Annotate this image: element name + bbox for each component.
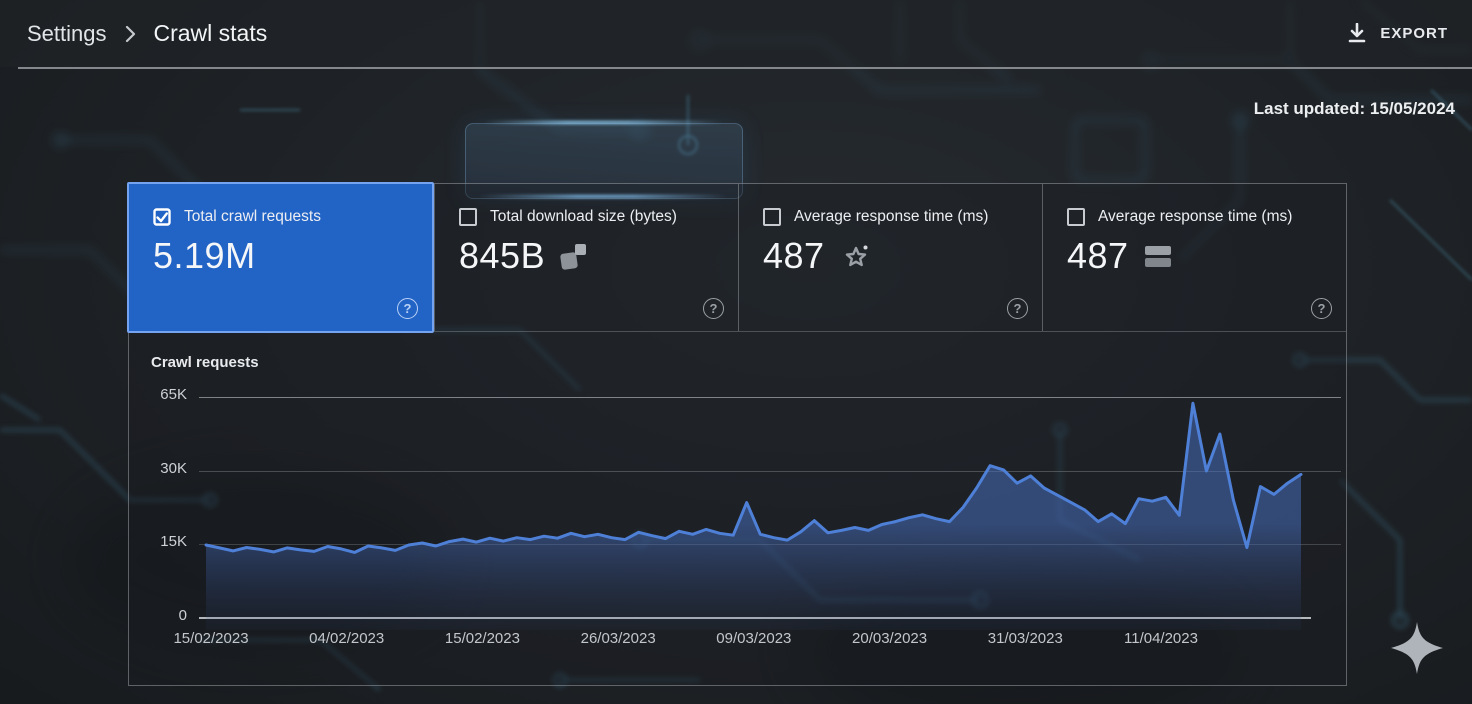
gridline-30k xyxy=(199,471,1341,472)
export-button[interactable]: EXPORT xyxy=(1347,22,1448,45)
chart-area-fill xyxy=(206,403,1301,630)
card-label: Total download size (bytes) xyxy=(490,208,677,225)
x-tick-label: 15/02/2023 xyxy=(173,630,249,647)
card-value: 487 xyxy=(763,235,825,276)
card-average-response-time-1[interactable]: Average response time (ms) 487 ? xyxy=(738,184,1042,331)
card-label: Average response time (ms) xyxy=(794,208,989,225)
crawl-stats-panel: Total crawl requests 5.19M ? Total downl… xyxy=(127,182,1347,686)
x-tick-label: 11/04/2023 xyxy=(1124,630,1198,647)
x-tick-label: 15/02/2023 xyxy=(444,630,520,647)
page-title: Crawl stats xyxy=(153,20,268,46)
crawl-requests-line-chart xyxy=(204,401,1303,630)
card-average-response-time-2[interactable]: Average response time (ms) 487 ? xyxy=(1042,184,1346,331)
x-tick-label: 31/03/2023 xyxy=(987,630,1063,647)
card-total-crawl-requests[interactable]: Total crawl requests 5.19M ? xyxy=(127,182,434,333)
card-label: Average response time (ms) xyxy=(1098,208,1293,225)
help-icon[interactable]: ? xyxy=(397,298,418,319)
overlapping-squares-icon xyxy=(560,243,587,271)
four-point-sparkle-icon xyxy=(1391,622,1443,674)
glow-streak-top xyxy=(483,121,723,124)
x-tick-label: 20/03/2023 xyxy=(852,630,928,647)
y-tick-label: 30K xyxy=(160,460,187,477)
y-tick-label: 0 xyxy=(178,607,187,624)
checkbox-unchecked-icon[interactable] xyxy=(763,208,781,226)
card-total-download-size[interactable]: Total download size (bytes) 845B ? xyxy=(434,184,738,331)
help-icon[interactable]: ? xyxy=(1007,298,1028,319)
breadcrumb-settings-link[interactable]: Settings xyxy=(27,20,107,46)
card-value: 487 xyxy=(1067,235,1129,276)
download-arrow-icon xyxy=(1349,22,1366,42)
top-bar: Settings Crawl stats EXPORT xyxy=(0,0,1472,67)
checkbox-checked-icon[interactable] xyxy=(153,208,171,226)
glow-streak-bottom xyxy=(478,195,728,198)
card-value: 845B xyxy=(459,235,546,276)
y-tick-label: 65K xyxy=(160,386,187,403)
chevron-right-icon xyxy=(125,25,135,42)
checkbox-unchecked-icon[interactable] xyxy=(1067,208,1085,226)
crawl-requests-chart: Crawl requests 65K 30K 15K 0 15/02/2023 04/0… xyxy=(129,184,1346,685)
last-updated-text: Last updated: 15/05/2024 xyxy=(1253,99,1455,118)
chart-title: Crawl requests xyxy=(151,354,259,371)
x-tick-label: 04/02/2023 xyxy=(309,630,385,647)
checkbox-unchecked-icon[interactable] xyxy=(459,208,477,226)
chart-line xyxy=(204,401,1303,554)
header-divider xyxy=(18,67,1472,69)
breadcrumb: Settings Crawl stats xyxy=(27,20,267,47)
card-value: 5.19M xyxy=(153,235,256,276)
x-tick-label: 26/03/2023 xyxy=(580,630,656,647)
y-tick-label: 15K xyxy=(160,533,187,550)
help-icon[interactable]: ? xyxy=(703,298,724,319)
metric-cards-row: Total crawl requests 5.19M ? Total downl… xyxy=(127,182,1346,333)
star-sparkle-icon xyxy=(845,245,868,267)
storage-stack-icon xyxy=(1144,245,1171,267)
gridline-65k xyxy=(199,397,1341,398)
x-tick-label: 09/03/2023 xyxy=(716,630,792,647)
export-label: EXPORT xyxy=(1380,25,1448,42)
card-label: Total crawl requests xyxy=(184,208,321,225)
help-icon[interactable]: ? xyxy=(1311,298,1332,319)
